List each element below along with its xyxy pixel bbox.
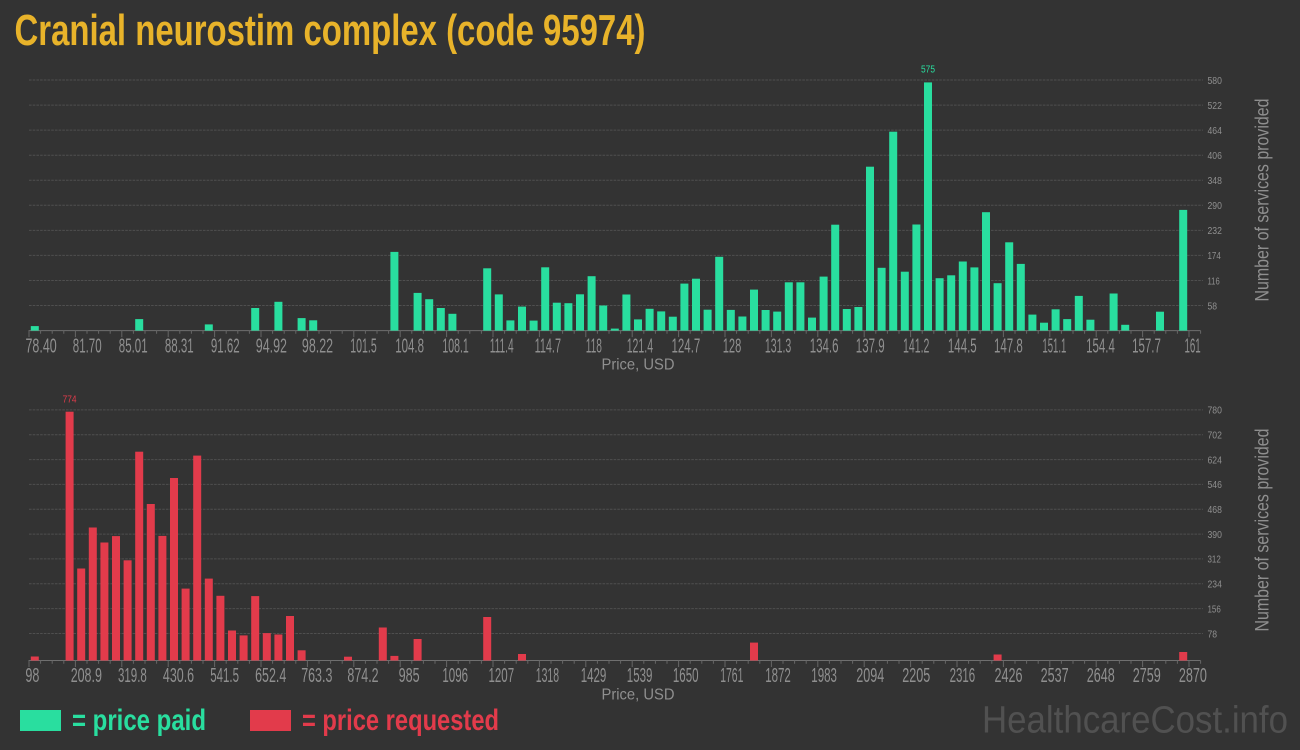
svg-text:522: 522: [1208, 101, 1223, 112]
svg-text:101.5: 101.5: [350, 336, 376, 358]
svg-text:151.1: 151.1: [1042, 336, 1066, 358]
svg-text:118: 118: [586, 336, 602, 358]
svg-text:114.7: 114.7: [535, 336, 561, 358]
svg-text:154.4: 154.4: [1086, 336, 1115, 358]
svg-text:Price, USD: Price, USD: [602, 687, 675, 704]
svg-text:234: 234: [1208, 580, 1223, 591]
svg-text:HealthcareCost.info: HealthcareCost.info: [982, 700, 1288, 742]
svg-text:985: 985: [399, 665, 420, 687]
svg-text:116: 116: [1208, 276, 1221, 287]
svg-text:137.9: 137.9: [856, 336, 885, 358]
svg-text:2094: 2094: [856, 665, 884, 687]
svg-text:157.7: 157.7: [1132, 336, 1161, 358]
svg-text:108.1: 108.1: [442, 336, 468, 358]
svg-text:2537: 2537: [1041, 665, 1069, 687]
svg-text:874.2: 874.2: [347, 665, 378, 687]
svg-text:Cranial neurostim complex (cod: Cranial neurostim complex (code 95974): [15, 6, 646, 55]
svg-text:1650: 1650: [673, 665, 699, 687]
svg-text:390: 390: [1208, 530, 1223, 541]
svg-text:2426: 2426: [995, 665, 1023, 687]
svg-text:1429: 1429: [581, 665, 607, 687]
svg-text:546: 546: [1208, 480, 1223, 491]
svg-text:652.4: 652.4: [255, 665, 286, 687]
svg-text:348: 348: [1208, 176, 1223, 187]
svg-text:98.22: 98.22: [302, 336, 333, 358]
svg-text:319.8: 319.8: [118, 665, 147, 687]
svg-text:161: 161: [1185, 336, 1201, 358]
svg-text:290: 290: [1208, 201, 1223, 212]
svg-text:541.5: 541.5: [210, 665, 239, 687]
svg-text:1983: 1983: [811, 665, 837, 687]
svg-text:134.6: 134.6: [810, 336, 839, 358]
svg-text:124.7: 124.7: [672, 336, 701, 358]
svg-text:2759: 2759: [1133, 665, 1161, 687]
svg-text:104.8: 104.8: [395, 336, 424, 358]
svg-text:2870: 2870: [1179, 665, 1207, 687]
svg-text:88.31: 88.31: [165, 336, 194, 358]
svg-text:81.70: 81.70: [73, 336, 102, 358]
svg-text:232: 232: [1208, 226, 1223, 237]
svg-text:128: 128: [723, 336, 742, 358]
svg-text:141.2: 141.2: [903, 336, 929, 358]
svg-text:131.3: 131.3: [765, 336, 791, 358]
svg-text:1872: 1872: [765, 665, 791, 687]
svg-text:1318: 1318: [536, 665, 559, 687]
svg-text:468: 468: [1208, 505, 1223, 516]
svg-text:= price paid: = price paid: [72, 704, 206, 737]
svg-text:312: 312: [1208, 555, 1222, 566]
svg-text:94.92: 94.92: [256, 336, 287, 358]
svg-text:Number of services provided: Number of services provided: [1253, 99, 1274, 302]
svg-text:580: 580: [1208, 76, 1223, 87]
svg-text:1539: 1539: [627, 665, 653, 687]
svg-text:111.4: 111.4: [490, 336, 514, 358]
svg-text:774: 774: [63, 395, 77, 406]
svg-text:702: 702: [1208, 431, 1223, 442]
svg-text:Number of services provided: Number of services provided: [1253, 429, 1274, 632]
svg-text:780: 780: [1208, 406, 1223, 417]
svg-text:624: 624: [1208, 455, 1223, 466]
svg-text:1096: 1096: [442, 665, 468, 687]
svg-text:147.8: 147.8: [994, 336, 1023, 358]
svg-text:763.3: 763.3: [301, 665, 332, 687]
svg-text:1207: 1207: [489, 665, 515, 687]
svg-text:98: 98: [25, 665, 39, 687]
svg-text:Price, USD: Price, USD: [602, 357, 675, 374]
svg-text:2205: 2205: [902, 665, 930, 687]
svg-text:2316: 2316: [950, 665, 976, 687]
svg-text:575: 575: [921, 65, 935, 76]
svg-text:1761: 1761: [720, 665, 743, 687]
svg-text:91.62: 91.62: [211, 336, 240, 358]
svg-text:2648: 2648: [1087, 665, 1115, 687]
svg-text:78.40: 78.40: [26, 336, 57, 358]
svg-text:85.01: 85.01: [119, 336, 148, 358]
svg-text:121.4: 121.4: [627, 336, 653, 358]
svg-text:78: 78: [1208, 629, 1218, 640]
svg-text:156: 156: [1208, 604, 1222, 615]
svg-text:464: 464: [1208, 126, 1223, 137]
svg-text:58: 58: [1208, 301, 1218, 312]
svg-text:= price requested: = price requested: [302, 704, 499, 737]
svg-text:430.6: 430.6: [163, 665, 194, 687]
svg-text:174: 174: [1208, 251, 1222, 262]
svg-text:208.9: 208.9: [71, 665, 102, 687]
svg-text:144.5: 144.5: [948, 336, 977, 358]
svg-text:406: 406: [1208, 151, 1223, 162]
